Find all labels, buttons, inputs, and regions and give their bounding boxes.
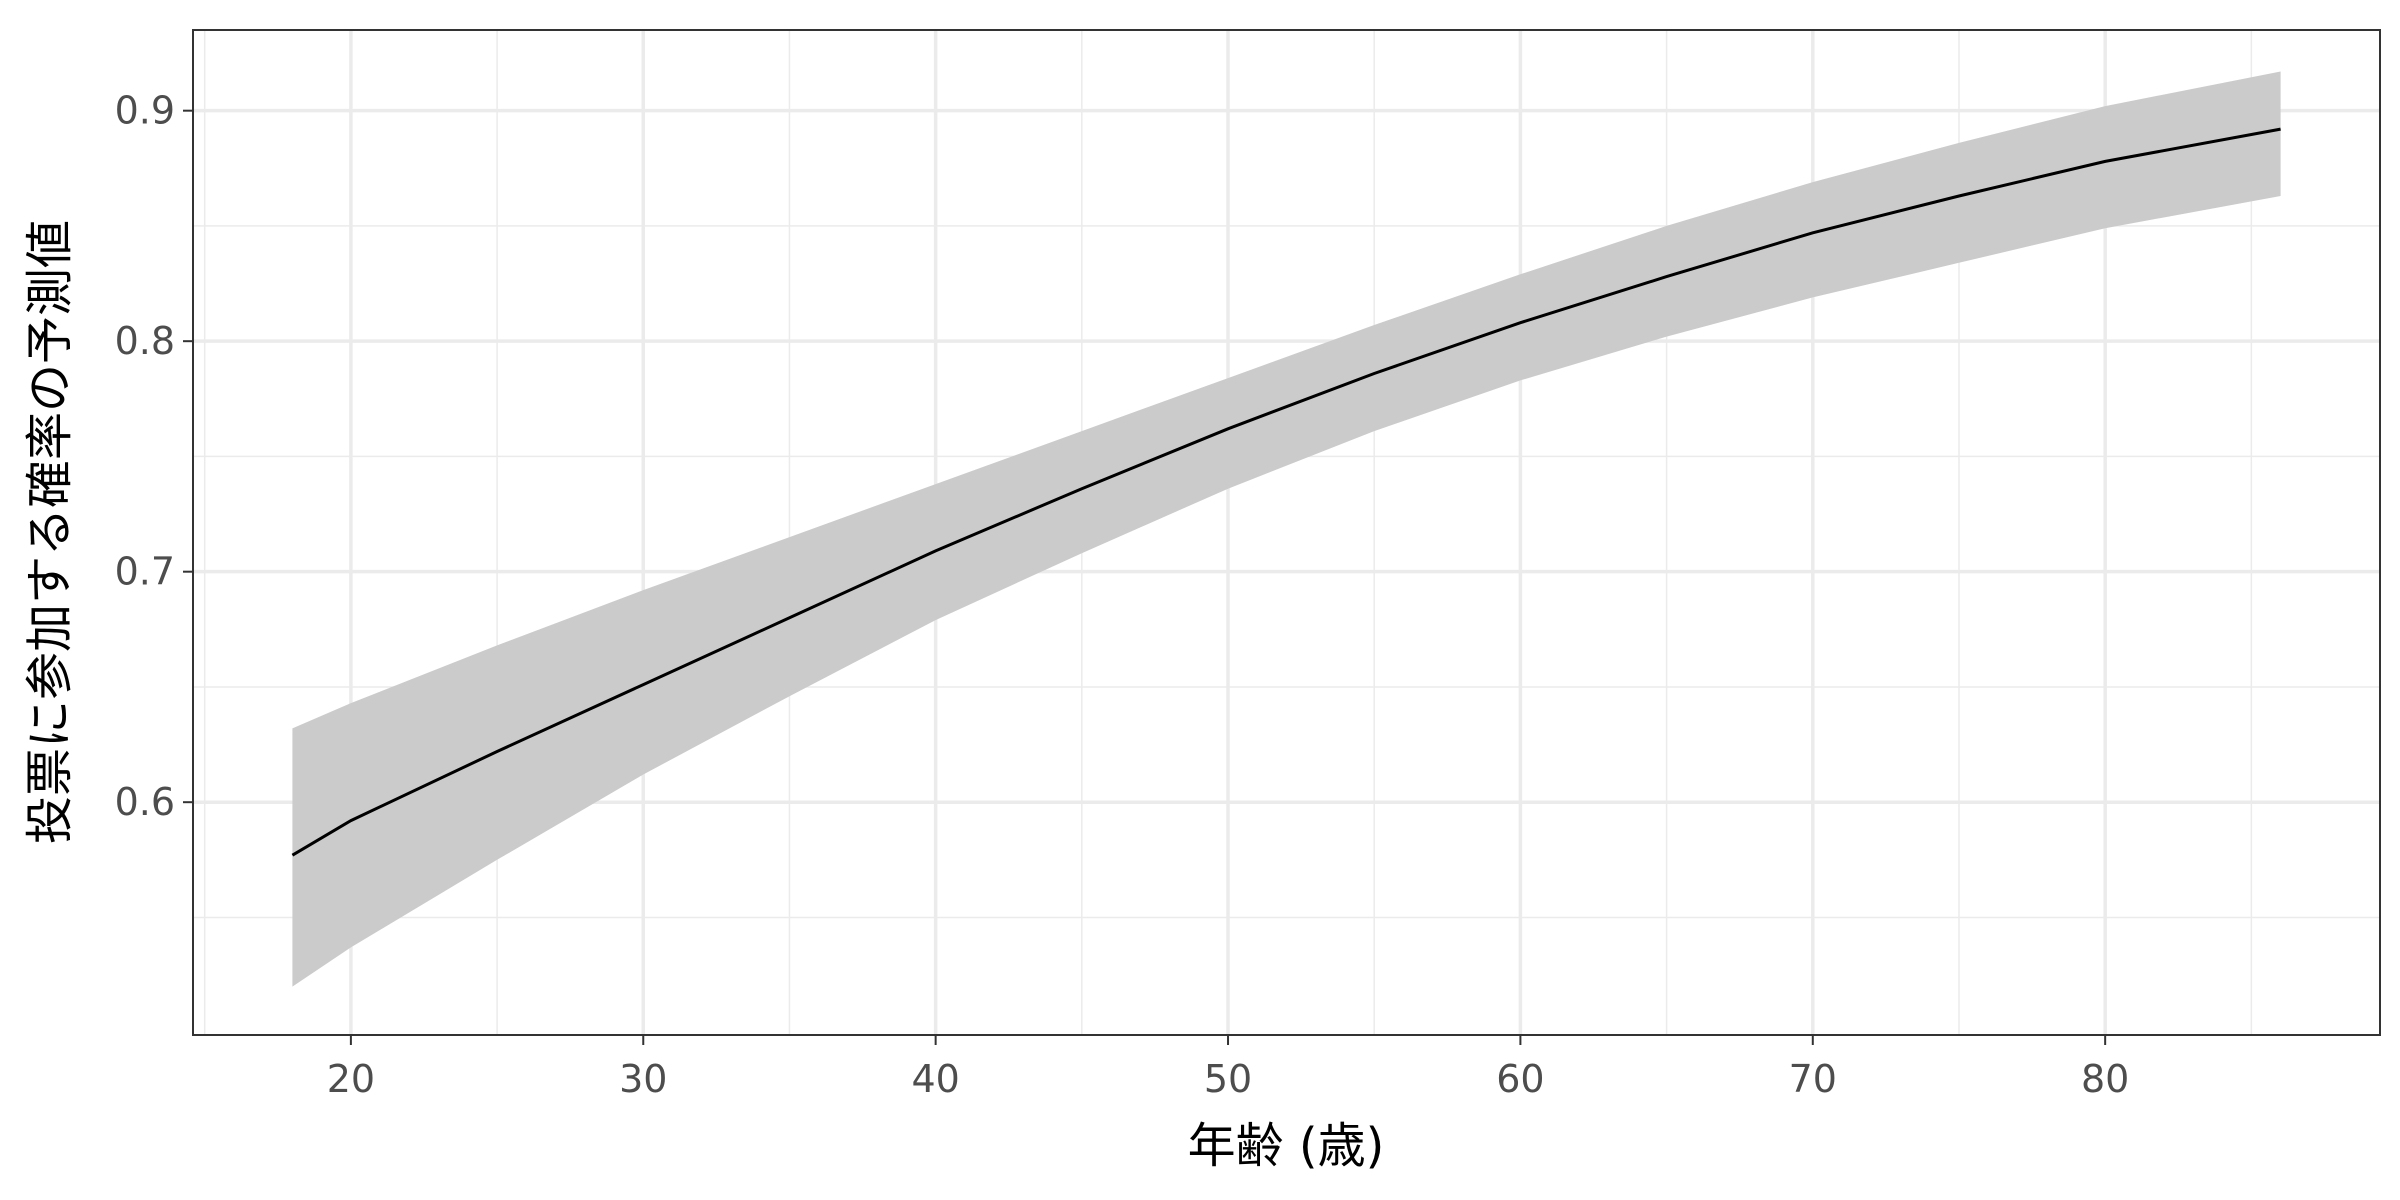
prediction-line bbox=[291, 127, 2281, 857]
y-axis-title: 投票に参加する確率の予測値 bbox=[22, 220, 78, 844]
x-tick-label: 80 bbox=[2081, 1057, 2129, 1101]
confidence-ribbon bbox=[292, 71, 2281, 987]
x-tick-label: 70 bbox=[1789, 1057, 1837, 1101]
y-tick-label: 0.6 bbox=[115, 780, 175, 824]
y-tick-label: 0.7 bbox=[115, 550, 175, 594]
x-tick-label: 60 bbox=[1496, 1057, 1544, 1101]
y-tick-label: 0.8 bbox=[115, 319, 175, 363]
plot-panel-border bbox=[192, 29, 2381, 1036]
x-axis-title: 年齢 (歳) bbox=[1188, 1118, 1385, 1174]
x-tick-label: 30 bbox=[619, 1057, 667, 1101]
x-axis: 20 30 40 50 60 70 80 bbox=[327, 1035, 2129, 1101]
x-tick-label: 40 bbox=[911, 1057, 959, 1101]
y-axis: 0.6 0.7 0.8 0.9 bbox=[115, 89, 193, 824]
x-tick-label: 20 bbox=[327, 1057, 375, 1101]
x-tick-label: 50 bbox=[1204, 1057, 1252, 1101]
y-tick-label: 0.9 bbox=[115, 89, 175, 133]
